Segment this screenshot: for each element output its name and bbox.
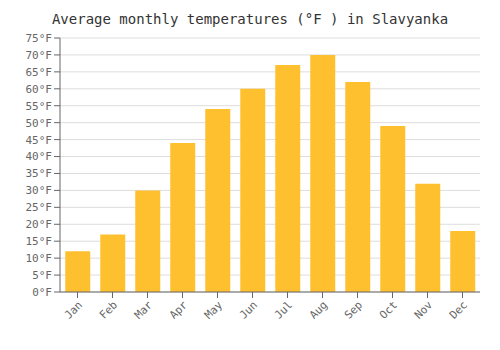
svg-text:70°F: 70°F [26, 49, 53, 62]
svg-text:Sep: Sep [342, 298, 365, 321]
svg-text:5°F: 5°F [32, 269, 52, 282]
svg-text:Jan: Jan [62, 298, 85, 321]
svg-text:25°F: 25°F [26, 201, 53, 214]
svg-text:0°F: 0°F [32, 286, 52, 299]
svg-text:50°F: 50°F [26, 117, 53, 130]
svg-text:Feb: Feb [97, 298, 120, 321]
svg-text:Dec: Dec [447, 298, 470, 321]
svg-text:75°F: 75°F [26, 32, 53, 45]
svg-text:May: May [202, 298, 226, 322]
svg-text:30°F: 30°F [26, 184, 53, 197]
svg-text:55°F: 55°F [26, 100, 53, 113]
svg-text:60°F: 60°F [26, 83, 53, 96]
svg-text:35°F: 35°F [26, 167, 53, 180]
svg-text:Nov: Nov [412, 298, 436, 322]
svg-text:65°F: 65°F [26, 66, 53, 79]
svg-text:10°F: 10°F [26, 252, 53, 265]
svg-text:Mar: Mar [132, 298, 156, 322]
html-text:Average monthly temperatures (: Average monthly temperatures (°F ) in Sl… [51, 11, 449, 27]
svg-text:15°F: 15°F [26, 235, 53, 248]
svg-text:40°F: 40°F [26, 150, 53, 163]
svg-text:45°F: 45°F [26, 134, 53, 147]
svg-text:Apr: Apr [167, 298, 191, 322]
svg-text:Jun: Jun [237, 298, 260, 321]
svg-text:Oct: Oct [377, 298, 400, 321]
svg-text:Jul: Jul [272, 298, 295, 321]
svg-text:20°F: 20°F [26, 218, 53, 231]
svg-text:Aug: Aug [307, 298, 330, 321]
